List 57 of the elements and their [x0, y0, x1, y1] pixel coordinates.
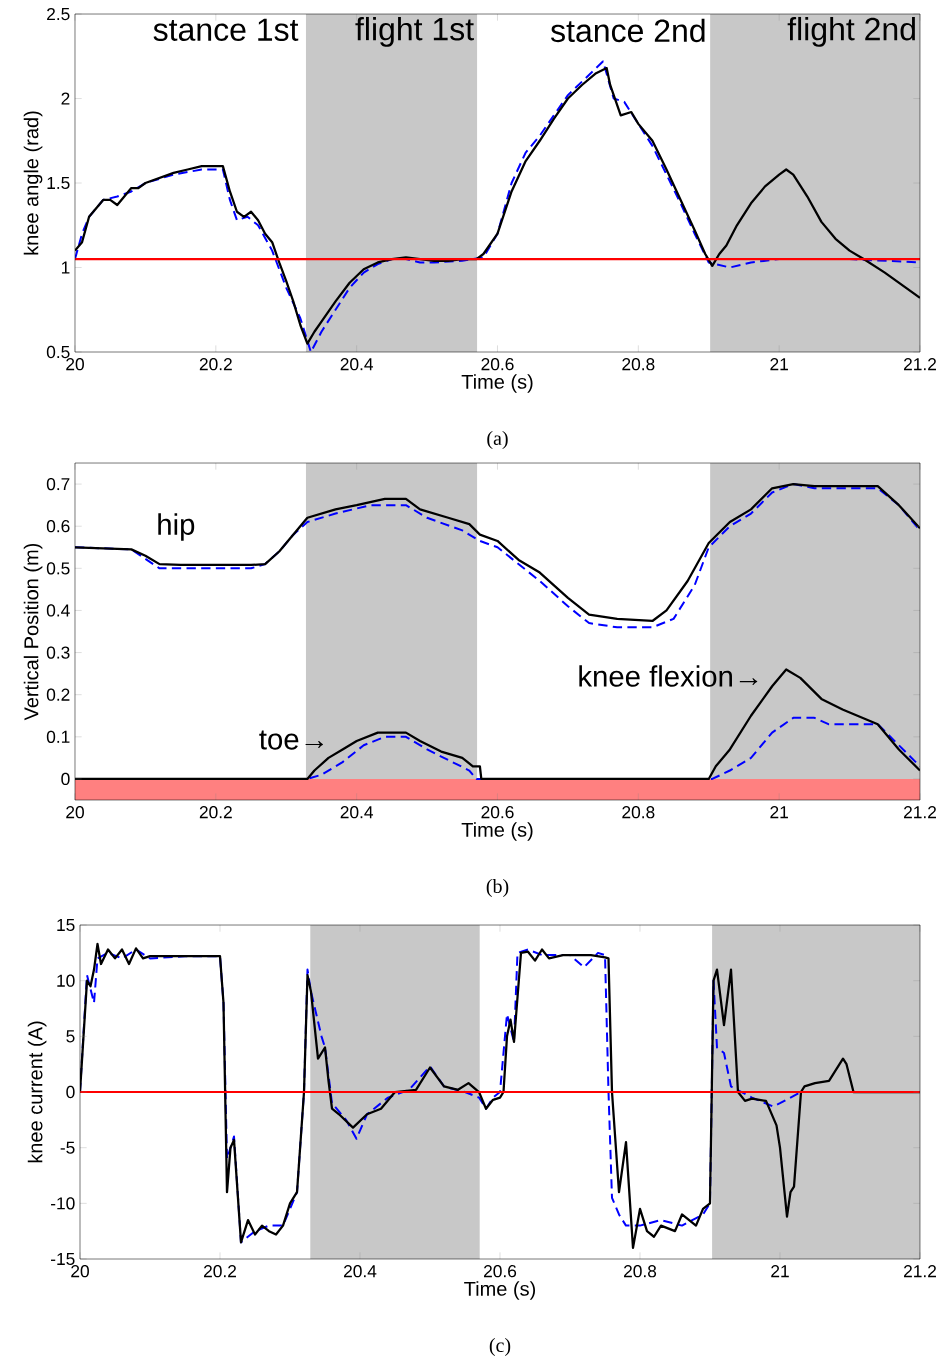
x-tick-label: 20.6 [484, 1265, 517, 1278]
y-tick-label: 10 [57, 974, 75, 987]
y-tick-label: 5 [66, 1030, 75, 1043]
y-tick-label: 0.5 [46, 562, 70, 575]
y-tick-label: 0 [61, 772, 70, 786]
y-tick-label: 1 [61, 261, 70, 274]
text: (c) [489, 1337, 511, 1357]
x-tick-label: 21 [770, 806, 788, 819]
annotation: stance 1st [153, 18, 299, 41]
x-axis-title: Time (s) [464, 1281, 536, 1300]
x-tick-label: 20.8 [622, 358, 655, 371]
x-tick-label: 20 [71, 1265, 89, 1278]
x-tick-label: 20 [66, 806, 84, 819]
x-tick-label: 20.8 [624, 1265, 657, 1278]
y-axis-title: knee current (A) [27, 1021, 47, 1163]
x-tick-label: 20.4 [344, 1265, 377, 1278]
annotation: hip [158, 513, 195, 541]
y-tick-label: 0.6 [46, 520, 70, 533]
x-tick-label: 20.4 [340, 806, 374, 819]
x-axis-title: Time (s) [461, 374, 533, 393]
text: (b) [486, 878, 509, 898]
y-axis-title: knee angle (rad) [23, 111, 43, 255]
x-tick-label: 20.2 [199, 806, 232, 819]
y-tick-label: 0.3 [46, 646, 70, 659]
x-tick-label: 20 [66, 358, 84, 371]
x-tick-label: 21.2 [904, 358, 936, 371]
y-axis-title: Vertical Position (m) [23, 543, 43, 721]
text: (a) [487, 430, 508, 450]
x-tick-label: 20.2 [199, 358, 232, 371]
x-tick-label: 20.6 [481, 358, 514, 371]
y-tick-label: 0.5 [46, 345, 70, 359]
y-tick-label: 0.7 [46, 477, 70, 491]
x-tick-label: 21 [770, 358, 788, 371]
y-tick-label: 0.2 [46, 688, 70, 701]
annotation: stance 2nd [551, 18, 705, 43]
y-tick-label: 0.4 [46, 604, 70, 617]
annotation: toe→ [259, 730, 323, 750]
x-tick-label: 20.8 [622, 806, 655, 819]
y-tick-label: 2 [61, 92, 70, 105]
y-tick-label: 0 [66, 1085, 75, 1099]
x-tick-label: 20.4 [340, 358, 374, 371]
y-tick-label: 1.5 [47, 176, 70, 190]
y-tick-label: -5 [60, 1141, 75, 1154]
band-label: flight 1st [355, 16, 474, 47]
y-tick-label: 0.1 [46, 730, 70, 743]
x-tick-label: 21.2 [904, 1265, 936, 1278]
x-tick-label: 20.2 [204, 1265, 236, 1278]
annotation: knee flexion→ [579, 665, 758, 687]
y-tick-label: -15 [51, 1252, 75, 1266]
y-tick-label: 15 [57, 918, 75, 932]
x-tick-label: 21 [771, 1265, 789, 1278]
x-tick-label: 21.2 [904, 806, 936, 819]
x-axis-title: Time (s) [461, 822, 533, 841]
x-tick-label: 20.6 [481, 806, 514, 819]
band-label: flight 2nd [787, 16, 915, 47]
y-tick-label: 2.5 [47, 7, 70, 21]
y-tick-label: -10 [51, 1197, 75, 1210]
